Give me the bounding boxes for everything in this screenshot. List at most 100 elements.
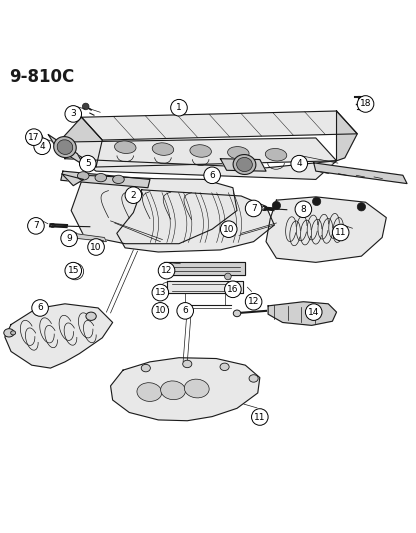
Circle shape [225, 273, 231, 280]
Circle shape [25, 129, 42, 146]
Circle shape [125, 187, 142, 204]
Circle shape [65, 262, 82, 279]
Text: 8: 8 [300, 205, 306, 214]
Circle shape [295, 201, 312, 217]
Text: 7: 7 [251, 204, 257, 213]
Circle shape [158, 262, 175, 279]
Text: 9: 9 [66, 234, 72, 243]
Circle shape [61, 230, 77, 247]
Circle shape [88, 239, 104, 255]
Circle shape [291, 156, 307, 172]
Polygon shape [82, 111, 357, 140]
Text: 6: 6 [182, 306, 188, 316]
Circle shape [34, 138, 50, 155]
Circle shape [177, 303, 193, 319]
Ellipse shape [26, 132, 43, 146]
Polygon shape [59, 144, 337, 180]
Ellipse shape [54, 136, 76, 158]
Ellipse shape [114, 141, 136, 154]
Ellipse shape [184, 379, 209, 398]
Polygon shape [59, 117, 102, 167]
Ellipse shape [86, 312, 96, 320]
Ellipse shape [233, 310, 241, 317]
Polygon shape [337, 111, 357, 161]
Ellipse shape [11, 331, 16, 335]
Text: 5: 5 [85, 159, 91, 168]
Text: 7: 7 [33, 221, 39, 230]
Circle shape [245, 200, 262, 217]
Circle shape [332, 224, 349, 241]
Ellipse shape [77, 172, 89, 180]
Text: 14: 14 [308, 308, 319, 317]
Polygon shape [111, 358, 260, 421]
Text: 15: 15 [67, 266, 79, 275]
Ellipse shape [113, 175, 124, 183]
Ellipse shape [233, 155, 256, 174]
Circle shape [65, 106, 82, 122]
Circle shape [32, 300, 48, 316]
Text: 12: 12 [161, 266, 172, 275]
Polygon shape [5, 304, 113, 368]
Text: 10: 10 [155, 306, 166, 316]
Text: 18: 18 [360, 100, 371, 109]
Circle shape [82, 103, 89, 110]
Ellipse shape [190, 144, 211, 157]
Ellipse shape [161, 381, 186, 400]
Circle shape [27, 217, 44, 234]
Circle shape [312, 197, 321, 206]
Circle shape [171, 100, 187, 116]
Circle shape [204, 167, 220, 183]
Polygon shape [266, 197, 386, 262]
Text: 11: 11 [335, 228, 347, 237]
Ellipse shape [183, 360, 192, 368]
Text: 17: 17 [28, 133, 40, 142]
Polygon shape [73, 233, 106, 241]
Text: 6: 6 [37, 303, 43, 312]
Ellipse shape [220, 363, 229, 370]
Text: 6: 6 [209, 171, 215, 180]
Ellipse shape [237, 157, 253, 172]
Polygon shape [62, 174, 84, 185]
Ellipse shape [249, 375, 258, 382]
Circle shape [220, 221, 237, 238]
Ellipse shape [152, 143, 174, 155]
Circle shape [137, 191, 143, 197]
Circle shape [245, 294, 262, 310]
Ellipse shape [228, 147, 249, 159]
Text: 11: 11 [254, 413, 265, 422]
Ellipse shape [265, 149, 287, 161]
Polygon shape [314, 163, 407, 183]
Polygon shape [117, 190, 274, 252]
Text: 16: 16 [227, 285, 239, 294]
Polygon shape [166, 281, 243, 294]
Circle shape [70, 266, 81, 277]
Polygon shape [268, 302, 337, 325]
Text: 4: 4 [297, 159, 302, 168]
Circle shape [252, 409, 268, 425]
Circle shape [305, 304, 322, 320]
Text: 10: 10 [90, 243, 102, 252]
Text: 9-810C: 9-810C [9, 68, 74, 86]
Polygon shape [71, 175, 237, 244]
Circle shape [357, 203, 366, 211]
Text: 3: 3 [70, 109, 76, 118]
Ellipse shape [141, 365, 150, 372]
Text: 12: 12 [248, 297, 259, 306]
Polygon shape [48, 135, 84, 165]
Ellipse shape [57, 140, 73, 155]
Polygon shape [59, 138, 337, 167]
Text: 2: 2 [131, 191, 136, 200]
Text: 13: 13 [155, 288, 166, 297]
Circle shape [357, 96, 374, 112]
Text: 4: 4 [40, 142, 45, 151]
Circle shape [79, 156, 96, 172]
Ellipse shape [95, 173, 106, 182]
Circle shape [152, 303, 168, 319]
Ellipse shape [4, 329, 14, 337]
Circle shape [152, 284, 168, 301]
Text: 10: 10 [223, 225, 235, 233]
Ellipse shape [137, 383, 162, 401]
Circle shape [272, 201, 280, 209]
Polygon shape [220, 159, 266, 171]
Polygon shape [164, 262, 245, 275]
